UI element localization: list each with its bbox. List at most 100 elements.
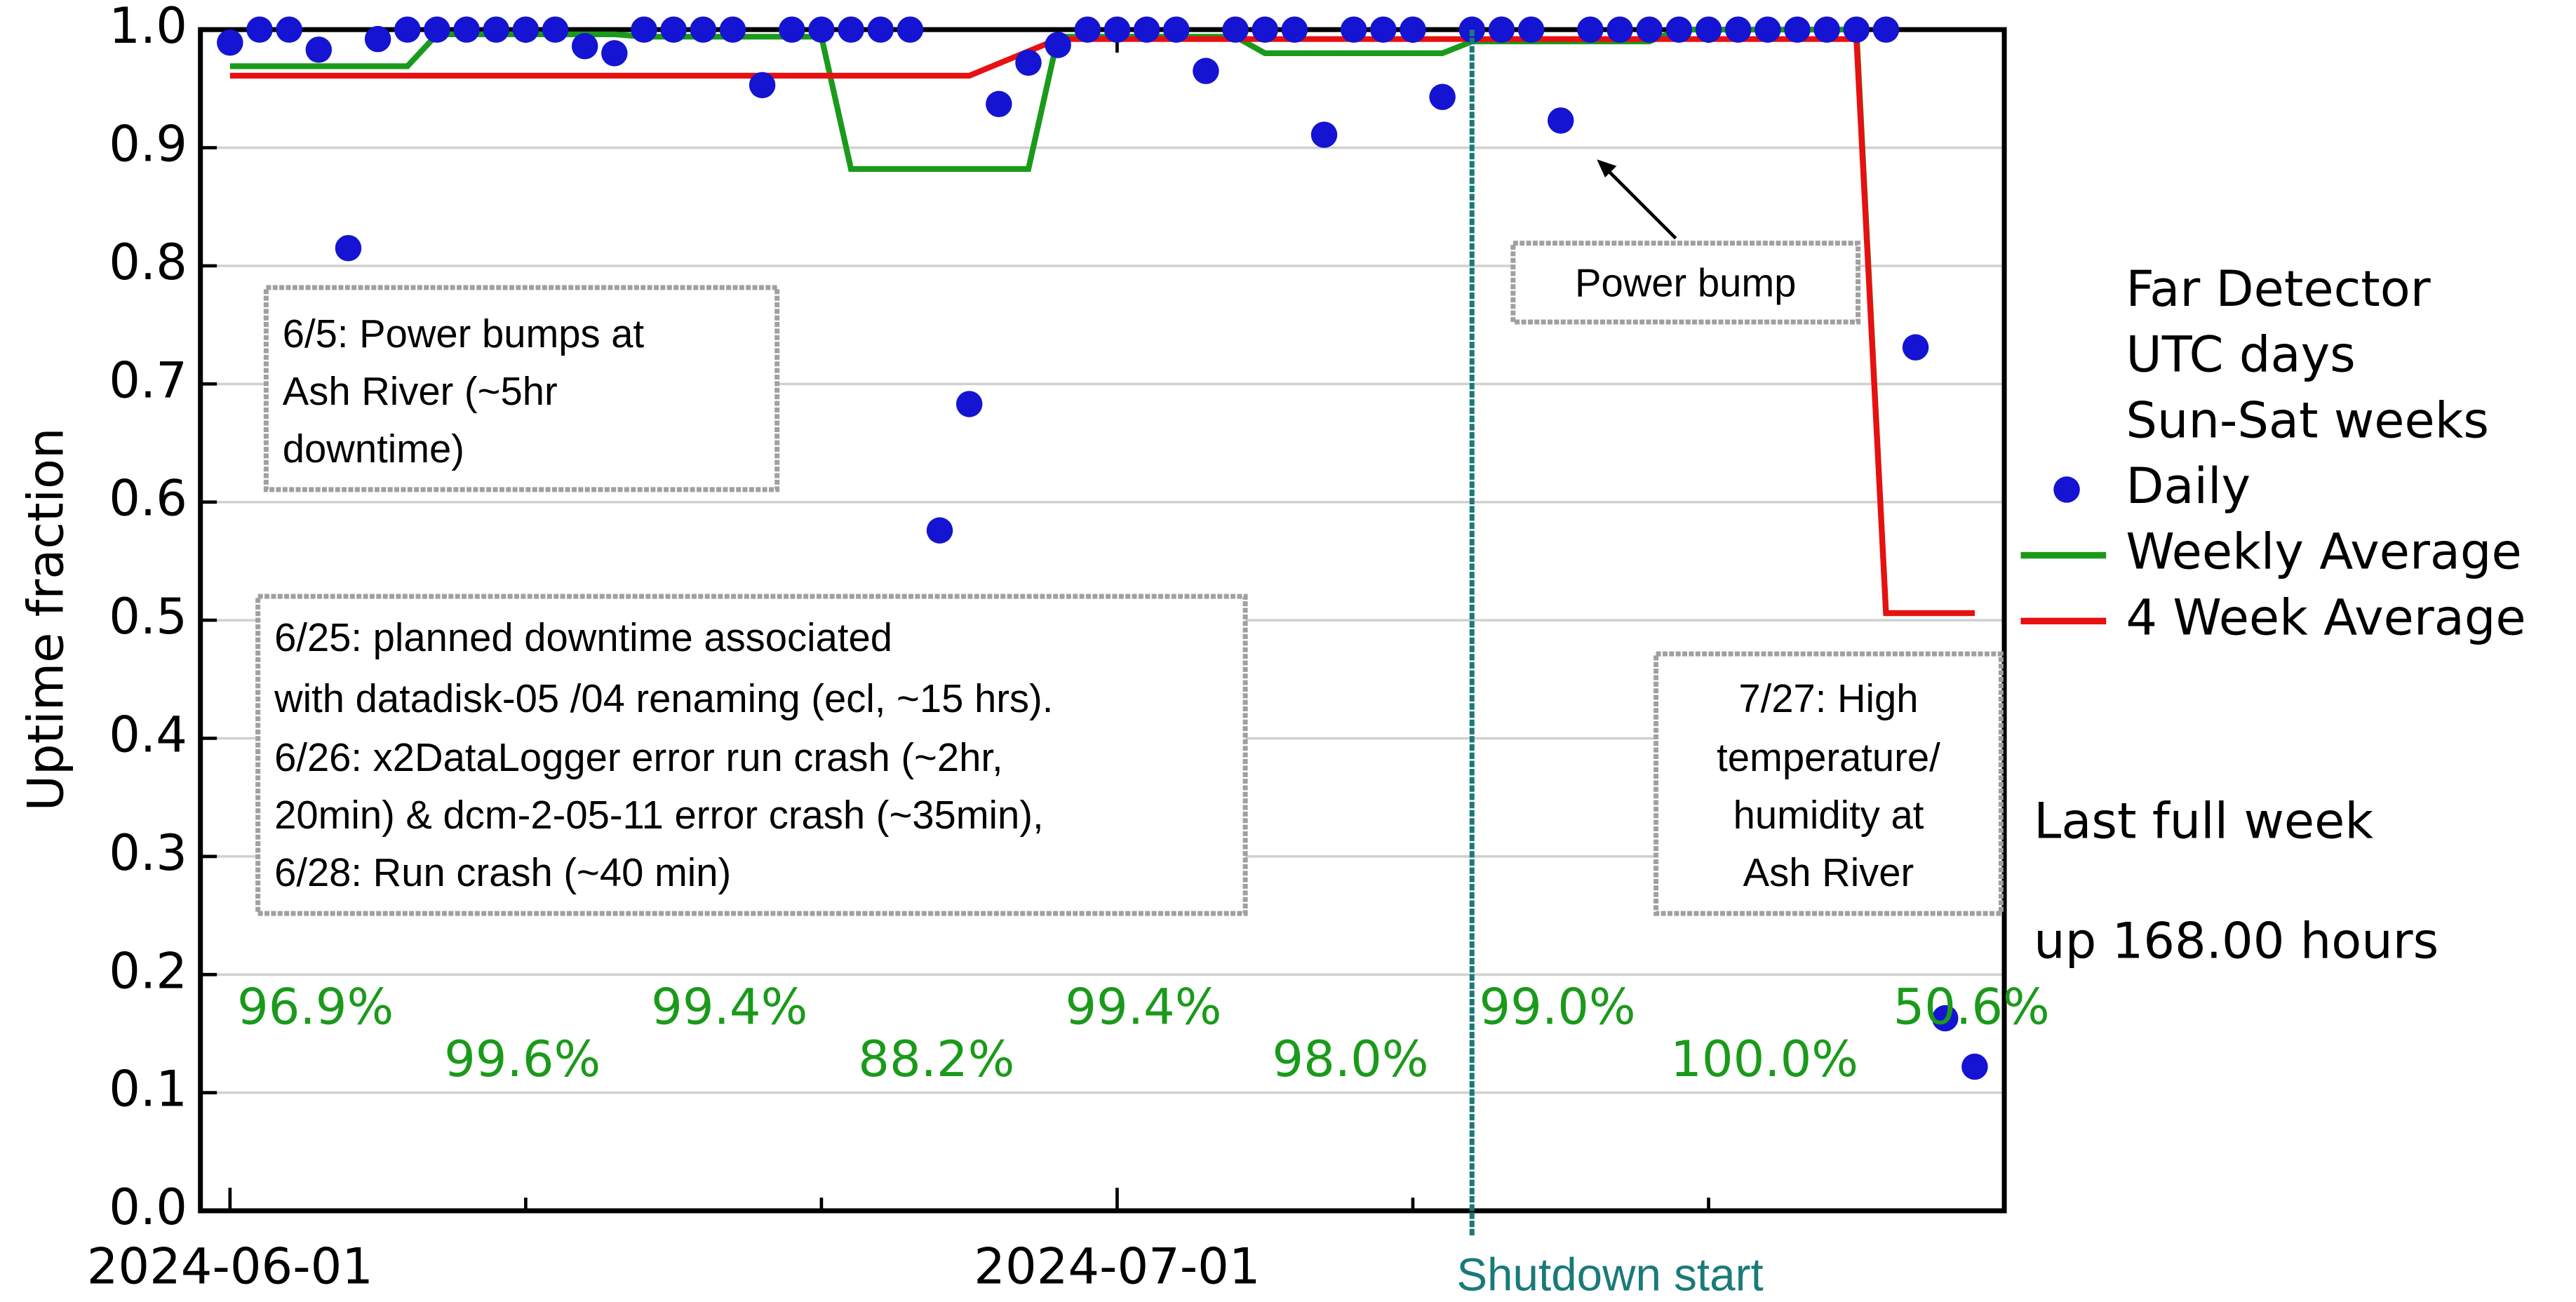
daily-point [483, 16, 509, 43]
daily-point [1133, 16, 1160, 43]
weekly-percent-label: 99.4% [651, 978, 807, 1035]
annotation-text: Power bump [1575, 260, 1796, 304]
daily-point [808, 16, 835, 43]
daily-point [955, 391, 983, 417]
daily-point [1163, 16, 1190, 43]
daily-point [1577, 16, 1604, 43]
annotation-text: 20min) & dcm-2-05-11 error crash (~35min… [274, 793, 1044, 837]
daily-point [1340, 16, 1367, 43]
weekly-percent-label: 88.2% [858, 1031, 1014, 1088]
daily-point [1488, 16, 1515, 43]
legend-header: Sun-Sat weeks [2126, 391, 2489, 449]
y-tick-label: 0.0 [109, 1179, 187, 1236]
daily-point [276, 16, 302, 43]
y-tick-label: 0.6 [109, 470, 187, 528]
daily-point [1370, 16, 1397, 43]
y-axis-label: Uptime fraction [17, 427, 74, 811]
annotation-text: 6/26: x2DataLogger error run crash (~2hr… [274, 735, 1002, 779]
shutdown-label: Shutdown start [1456, 1249, 1763, 1300]
weekly-percent-label: 99.0% [1479, 978, 1635, 1035]
weekly-percent-label: 96.9% [237, 978, 394, 1035]
daily-point [1784, 16, 1811, 43]
x-tick-label: 2024-07-01 [974, 1237, 1260, 1295]
y-tick-label: 0.1 [109, 1061, 187, 1118]
weekly-percent-label: 99.6% [444, 1031, 601, 1088]
x-tick-label: 2024-06-01 [87, 1237, 373, 1295]
annotation-text: 7/27: High [1738, 676, 1918, 720]
daily-point [542, 16, 569, 43]
annotation-text: 6/28: Run crash (~40 min) [274, 850, 731, 894]
daily-point [1813, 16, 1840, 43]
y-tick-label: 0.2 [109, 942, 187, 1000]
daily-point [1429, 83, 1456, 110]
annotation-text: 6/5: Power bumps at [283, 311, 645, 356]
annotation-box [263, 285, 780, 492]
daily-point [394, 16, 421, 43]
weekly-percent-label: 98.0% [1272, 1031, 1428, 1088]
weekly-percent-label: 99.4% [1065, 978, 1221, 1035]
daily-point [719, 16, 746, 43]
daily-point [217, 29, 243, 56]
daily-point [1961, 1053, 1988, 1080]
daily-point [1843, 16, 1870, 43]
daily-point [305, 36, 333, 63]
daily-point [660, 16, 687, 43]
daily-point [690, 16, 717, 43]
annotation-box [1510, 241, 1861, 325]
daily-point [1400, 16, 1426, 43]
daily-point [1193, 58, 1219, 84]
annotation-text: with datadisk-05 /04 renaming (ecl, ~15 … [274, 676, 1053, 720]
daily-point [246, 16, 273, 43]
y-tick-label: 0.9 [109, 116, 187, 173]
daily-point [1015, 49, 1042, 76]
daily-point [1103, 16, 1131, 43]
y-tick-label: 1.0 [109, 0, 187, 55]
daily-point [897, 16, 924, 43]
daily-point [1665, 16, 1693, 43]
daily-point [424, 16, 450, 43]
daily-point [631, 16, 657, 43]
weekly-percent-label: 50.6% [1893, 978, 2050, 1035]
daily-point [749, 72, 776, 99]
daily-point [986, 90, 1012, 118]
daily-point [838, 16, 864, 43]
daily-point [1932, 1005, 1959, 1032]
daily-point [512, 16, 539, 43]
daily-point [1902, 334, 1929, 361]
legend-label: 4 Week Average [2126, 589, 2525, 646]
daily-point [1755, 16, 1781, 43]
daily-point [1606, 16, 1633, 43]
daily-point [364, 25, 391, 53]
daily-point [926, 517, 953, 544]
annotation-text: temperature/ [1717, 735, 1940, 779]
daily-point [1222, 16, 1249, 43]
daily-point [1517, 16, 1545, 43]
y-tick-label: 0.3 [109, 824, 187, 882]
legend-swatch [2053, 476, 2080, 503]
daily-point [1045, 32, 1071, 58]
plot-frame [198, 27, 2007, 1214]
annotation-text: 6/25: planned downtime associated [274, 615, 892, 659]
daily-point [779, 16, 805, 43]
annotation-text: downtime) [283, 427, 464, 471]
arrow [1602, 164, 1677, 240]
y-tick-label: 0.5 [109, 588, 187, 645]
note: Last full week [2034, 793, 2373, 850]
annotation-text: Ash River [1743, 850, 1914, 894]
y-tick-label: 0.4 [109, 706, 187, 763]
legend-header: Far Detector [2126, 260, 2430, 318]
legend-label: Daily [2126, 457, 2250, 515]
daily-point [1695, 16, 1722, 43]
daily-point [335, 234, 362, 262]
annotation-box [1653, 651, 2004, 916]
daily-point [1074, 16, 1101, 43]
note: up 168.00 hours [2034, 913, 2439, 970]
average-line [229, 36, 1975, 617]
daily-point [867, 16, 894, 43]
annotation-box [255, 593, 1248, 916]
daily-point [1724, 16, 1752, 43]
daily-point [1636, 16, 1663, 43]
annotation-text: Ash River (~5hr [283, 369, 558, 413]
y-tick-label: 0.7 [109, 351, 187, 409]
